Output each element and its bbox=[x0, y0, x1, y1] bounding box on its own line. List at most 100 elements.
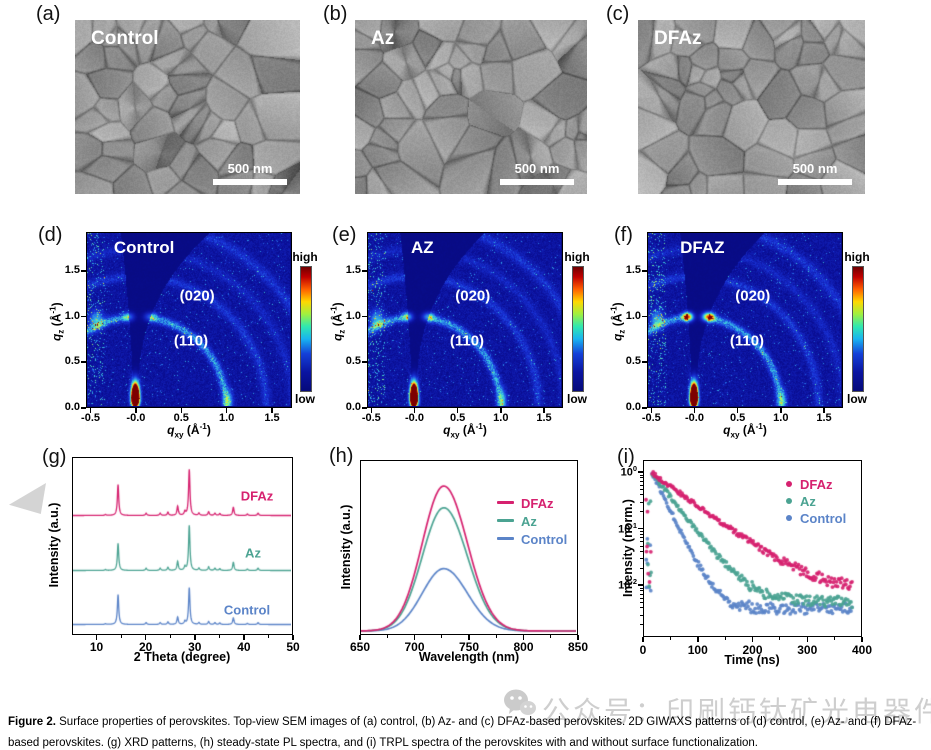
trpl-y-minor-tick bbox=[639, 593, 643, 595]
trpl-x-minor-tick bbox=[724, 637, 726, 640]
giwaxs-y-axis-label: qz (Å-1) bbox=[329, 302, 347, 342]
giwaxs-title: Control bbox=[113, 238, 175, 257]
giwaxs-y-tick bbox=[641, 407, 647, 409]
xrd-x-axis-label: 2 Theta (degree) bbox=[133, 650, 231, 664]
legend-swatch bbox=[497, 537, 514, 540]
scale-bar-label: 500 nm bbox=[792, 161, 838, 176]
annotation-110: (110) bbox=[173, 332, 209, 350]
figure-caption-text: Surface properties of perovskites. Top-v… bbox=[8, 715, 917, 750]
giwaxs-x-tick bbox=[736, 408, 739, 413]
xrd-x-tick-label: 20 bbox=[138, 640, 153, 654]
pl-x-tick-label: 700 bbox=[404, 640, 425, 654]
pl-x-tick-label: 650 bbox=[349, 640, 371, 654]
pl-y-axis-label: Intensity (a.u.) bbox=[339, 504, 353, 590]
xrd-x-tick-label: 50 bbox=[286, 640, 300, 654]
trpl-y-minor-tick bbox=[639, 531, 643, 533]
scale-bar-label: 500 nm bbox=[514, 161, 560, 176]
trpl-y-minor-tick bbox=[639, 484, 643, 486]
panel-letter-giwaxs: (f) bbox=[614, 224, 633, 246]
pl-x-tick bbox=[522, 635, 525, 640]
giwaxs-x-tick-label: -0.5 bbox=[81, 412, 101, 424]
colorbar-low-label: low bbox=[847, 392, 867, 406]
trpl-y-minor-tick bbox=[639, 567, 643, 569]
sem-title: DFAz bbox=[654, 28, 702, 49]
xrd-x-tick bbox=[194, 635, 196, 640]
giwaxs-x-tick-label: 1.0 bbox=[773, 412, 789, 424]
trpl-x-minor-tick bbox=[834, 637, 836, 640]
colorbar-low-label: low bbox=[295, 392, 315, 406]
giwaxs-x-tick bbox=[271, 408, 273, 413]
giwaxs-y-tick bbox=[361, 315, 367, 318]
giwaxs-y-tick-label: 1.0 bbox=[625, 309, 641, 322]
trpl-y-minor-tick bbox=[639, 545, 643, 547]
pl-x-tick bbox=[413, 635, 416, 640]
scale-bar-label: 500 nm bbox=[227, 161, 273, 176]
giwaxs-x-tick-label: -0.0 bbox=[685, 412, 704, 424]
annotation-020: (020) bbox=[735, 287, 771, 305]
giwaxs-y-tick bbox=[80, 270, 86, 272]
trpl-y-minor-tick bbox=[639, 511, 643, 513]
giwaxs-x-tick-label: 1.0 bbox=[493, 412, 509, 424]
giwaxs-y-tick bbox=[641, 361, 647, 363]
giwaxs-y-tick-label: 1.5 bbox=[345, 264, 361, 277]
giwaxs-x-tick-label: -0.5 bbox=[641, 412, 661, 424]
giwaxs-y-tick-label: 0.5 bbox=[64, 355, 80, 368]
giwaxs-x-tick-label: -0.0 bbox=[126, 412, 146, 424]
giwaxs-x-tick bbox=[180, 408, 183, 413]
trpl-y-tick-label: 10-2 bbox=[618, 577, 637, 592]
trpl-y-minor-tick bbox=[639, 501, 643, 503]
xrd-x-tick-label: 10 bbox=[89, 640, 104, 654]
trpl-y-tick bbox=[637, 471, 643, 473]
trpl-y-minor-tick bbox=[639, 624, 643, 626]
xrd-x-minor-tick bbox=[169, 635, 171, 638]
giwaxs-x-tick-label: 1.5 bbox=[536, 412, 552, 424]
trpl-x-tick bbox=[697, 637, 699, 642]
xrd-x-tick bbox=[95, 635, 98, 640]
pl-x-tick-label: 800 bbox=[513, 640, 534, 654]
legend-label: DFAz bbox=[521, 496, 554, 511]
giwaxs-x-tick bbox=[693, 408, 696, 413]
giwaxs-plot bbox=[368, 233, 561, 406]
trpl-y-minor-tick bbox=[639, 533, 643, 535]
colorbar-high-label: high bbox=[564, 250, 590, 264]
pl-x-minor-tick bbox=[441, 635, 443, 638]
xrd-trace-label: DFAz bbox=[240, 488, 274, 504]
giwaxs-y-tick-label: 0.0 bbox=[345, 401, 361, 413]
sem-title: Az bbox=[371, 28, 395, 49]
colorbar bbox=[852, 266, 864, 392]
trpl-y-minor-tick bbox=[639, 587, 643, 589]
watermark-text: 公众号：印刷钙钛矿光电器件 bbox=[542, 696, 931, 727]
xrd-x-minor-tick bbox=[120, 635, 122, 638]
giwaxs-x-tick bbox=[543, 408, 545, 413]
xrd-trace-label: Az bbox=[245, 545, 261, 561]
colorbar bbox=[300, 266, 312, 392]
giwaxs-y-tick bbox=[361, 407, 367, 409]
giwaxs-y-tick bbox=[361, 270, 367, 272]
sem-image-frame: Control 500 nm bbox=[75, 20, 300, 194]
giwaxs-plot-frame: Control (020) (110) bbox=[86, 232, 292, 408]
trpl-x-tick bbox=[642, 637, 644, 642]
trpl-x-tick-label: 200 bbox=[742, 643, 763, 657]
trpl-y-minor-tick bbox=[639, 477, 643, 479]
giwaxs-y-tick-label: 0.5 bbox=[625, 355, 641, 368]
xrd-x-tick bbox=[144, 635, 147, 640]
trpl-x-tick-label: 400 bbox=[851, 643, 873, 657]
pl-x-tick-label: 750 bbox=[458, 640, 480, 654]
legend-label: Az bbox=[800, 494, 816, 509]
sem-image bbox=[355, 20, 587, 194]
pl-plot-frame bbox=[360, 460, 578, 635]
giwaxs-x-tick bbox=[135, 408, 137, 413]
scale-bar bbox=[778, 179, 852, 185]
annotation-110: (110) bbox=[729, 332, 765, 350]
colorbar bbox=[572, 266, 584, 392]
sem-image bbox=[75, 20, 300, 194]
giwaxs-x-tick-label: -0.0 bbox=[405, 412, 424, 424]
trpl-y-minor-tick bbox=[639, 537, 643, 539]
giwaxs-x-tick-label: -0.5 bbox=[361, 412, 381, 424]
xrd-x-tick bbox=[292, 635, 294, 640]
legend-swatch bbox=[497, 519, 514, 522]
giwaxs-plot bbox=[648, 233, 841, 406]
pl-x-tick bbox=[468, 635, 470, 640]
trpl-x-tick bbox=[861, 637, 863, 642]
panel-letter-sem: (c) bbox=[606, 3, 630, 25]
